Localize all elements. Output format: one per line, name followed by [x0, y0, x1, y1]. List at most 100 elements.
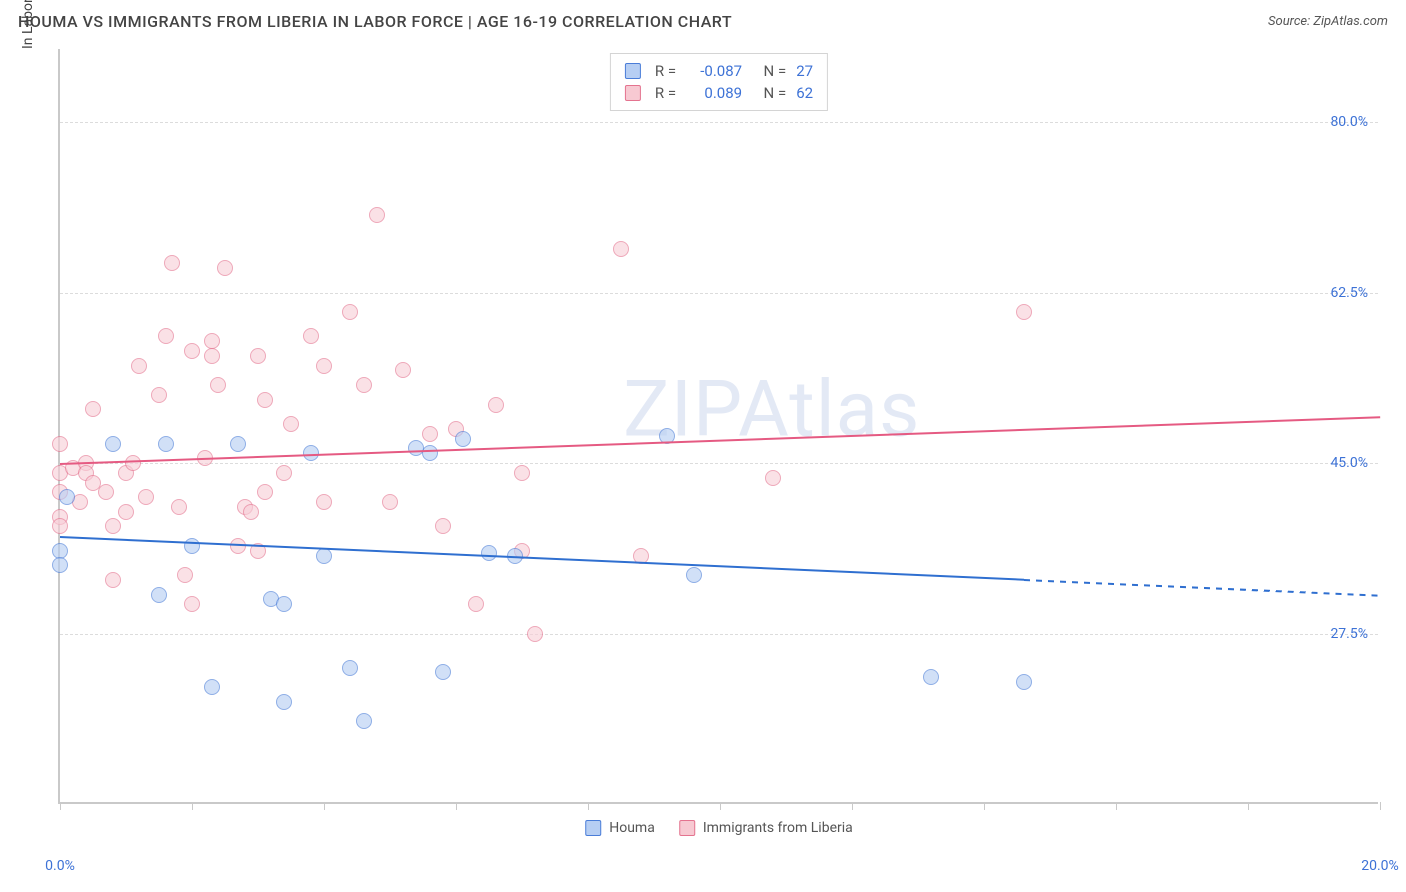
scatter-point [59, 489, 75, 505]
x-tick [1380, 802, 1381, 810]
scatter-point [131, 358, 147, 374]
scatter-point [276, 596, 292, 612]
gridline [60, 122, 1378, 123]
scatter-point [204, 679, 220, 695]
r-label: R = [655, 62, 676, 80]
scatter-point [276, 465, 292, 481]
x-tick [1248, 802, 1249, 810]
scatter-point [435, 518, 451, 534]
scatter-point [488, 397, 504, 413]
swatch-icon [625, 63, 641, 79]
y-axis-title: In Labor Force | Age 16-19 [20, 0, 36, 49]
swatch-icon [625, 85, 641, 101]
legend-row-liberia: R = 0.089 N = 62 [625, 82, 813, 104]
scatter-point [230, 436, 246, 452]
scatter-point [52, 557, 68, 573]
scatter-point [52, 543, 68, 559]
x-tick [720, 802, 721, 810]
x-tick [60, 802, 61, 810]
scatter-point [527, 626, 543, 642]
scatter-point [158, 436, 174, 452]
r-value-houma: -0.087 [686, 62, 742, 80]
scatter-point [164, 255, 180, 271]
n-value-houma: 27 [796, 62, 813, 80]
scatter-point [257, 484, 273, 500]
legend-label: Immigrants from Liberia [703, 820, 853, 836]
y-tick-label: 45.0% [1330, 455, 1368, 471]
scatter-point [303, 328, 319, 344]
scatter-point [342, 304, 358, 320]
scatter-point [52, 518, 68, 534]
scatter-point [276, 694, 292, 710]
source-label: Source: ZipAtlas.com [1268, 14, 1388, 29]
scatter-point [105, 572, 121, 588]
scatter-point [395, 362, 411, 378]
scatter-point [85, 401, 101, 417]
scatter-point [204, 333, 220, 349]
scatter-point [514, 465, 530, 481]
gridline [60, 634, 1378, 635]
x-tick [588, 802, 589, 810]
scatter-point [369, 207, 385, 223]
n-label: N = [756, 84, 786, 102]
scatter-point [1016, 674, 1032, 690]
scatter-point [138, 489, 154, 505]
x-tick [456, 802, 457, 810]
scatter-point [342, 660, 358, 676]
scatter-point [316, 358, 332, 374]
scatter-point [105, 518, 121, 534]
swatch-icon [679, 820, 695, 836]
scatter-point [171, 499, 187, 515]
scatter-point [52, 436, 68, 452]
plot-area: ZIPAtlas R = -0.087 N = 27 R = 0.089 N =… [58, 49, 1378, 804]
scatter-point [382, 494, 398, 510]
y-tick-label: 80.0% [1330, 114, 1368, 130]
scatter-point [177, 567, 193, 583]
legend-row-houma: R = -0.087 N = 27 [625, 60, 813, 82]
scatter-point [125, 455, 141, 471]
page-title: HOUMA VS IMMIGRANTS FROM LIBERIA IN LABO… [18, 12, 732, 31]
scatter-point [243, 504, 259, 520]
scatter-point [184, 596, 200, 612]
scatter-point [1016, 304, 1032, 320]
legend-item-liberia: Immigrants from Liberia [679, 820, 853, 836]
r-value-liberia: 0.089 [686, 84, 742, 102]
scatter-point [204, 348, 220, 364]
scatter-point [283, 416, 299, 432]
scatter-point [257, 392, 273, 408]
scatter-point [98, 484, 114, 500]
legend-series: Houma Immigrants from Liberia [585, 820, 853, 836]
x-tick-label: 20.0% [1361, 858, 1399, 874]
scatter-point [158, 328, 174, 344]
scatter-point [184, 538, 200, 554]
y-tick-label: 62.5% [1330, 285, 1368, 301]
scatter-point [422, 426, 438, 442]
trendline [60, 416, 1380, 465]
x-tick [324, 802, 325, 810]
scatter-point [356, 713, 372, 729]
scatter-point [455, 431, 471, 447]
legend-item-houma: Houma [585, 820, 655, 836]
gridline [60, 293, 1378, 294]
scatter-point [210, 377, 226, 393]
scatter-point [151, 587, 167, 603]
scatter-point [481, 545, 497, 561]
scatter-point [422, 445, 438, 461]
scatter-point [765, 470, 781, 486]
scatter-point [435, 664, 451, 680]
r-label: R = [655, 84, 676, 102]
scatter-point [250, 348, 266, 364]
x-tick [192, 802, 193, 810]
scatter-point [316, 494, 332, 510]
x-tick-label: 0.0% [45, 858, 75, 874]
x-tick [1116, 802, 1117, 810]
scatter-point [105, 436, 121, 452]
x-tick [852, 802, 853, 810]
scatter-point [686, 567, 702, 583]
x-tick [984, 802, 985, 810]
swatch-icon [585, 820, 601, 836]
legend-label: Houma [609, 820, 655, 836]
trendline [60, 536, 1024, 581]
gridline [60, 463, 1378, 464]
scatter-point [356, 377, 372, 393]
